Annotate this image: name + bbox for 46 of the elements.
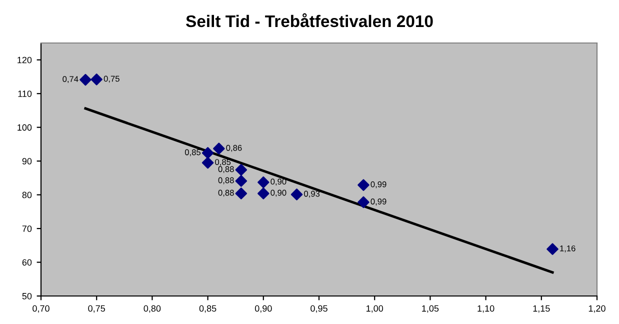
point xyxy=(90,74,102,86)
point xyxy=(546,243,558,256)
y-tick-label: 60 xyxy=(22,259,32,266)
x-tick-label: 0,80 xyxy=(144,305,161,313)
point xyxy=(258,176,270,188)
y-tick-label: 110 xyxy=(18,90,32,97)
point xyxy=(213,142,225,154)
point xyxy=(358,179,370,191)
annotation: 0,99 xyxy=(370,198,386,206)
annotation: 0,93 xyxy=(304,190,320,198)
annotation: 0,99 xyxy=(370,181,386,188)
annotation: 0,88 xyxy=(218,177,234,184)
point xyxy=(235,175,248,187)
y-tick-label: 50 xyxy=(22,292,32,300)
x-tick-label: 0,85 xyxy=(199,305,216,313)
y-tick-label: 100 xyxy=(18,124,32,131)
x-tick-label: 1,15 xyxy=(533,305,550,313)
x-tick-label: 1,05 xyxy=(422,305,439,313)
annotation: 0,86 xyxy=(226,144,242,152)
point xyxy=(258,188,270,200)
x-tick-label: 1,20 xyxy=(588,305,606,313)
y-tick-label: 120 xyxy=(18,56,32,64)
x-tick-label: 0,90 xyxy=(254,305,272,313)
x-tick-label: 0,95 xyxy=(310,305,328,313)
chart-title: Seilt Tid - Trebåtfestivalen 2010 xyxy=(186,13,433,28)
annotation: 0,88 xyxy=(218,190,234,197)
y-tick-label: 90 xyxy=(22,158,32,164)
annotation: 0,74 xyxy=(62,76,78,83)
point xyxy=(358,196,370,208)
x-tick-label: 0,70 xyxy=(32,305,50,313)
annotation: 0,90 xyxy=(270,190,286,197)
annotation: 0,85 xyxy=(184,149,201,156)
point xyxy=(202,156,214,169)
y-tick-label: 70 xyxy=(22,226,32,232)
point xyxy=(290,188,303,200)
point xyxy=(202,147,214,159)
point xyxy=(80,74,92,86)
x-tick-label: 1,00 xyxy=(366,305,384,313)
x-tick-label: 1,10 xyxy=(478,305,494,313)
annotation: 1,16 xyxy=(560,245,576,252)
point xyxy=(235,164,248,176)
annotation: 0,75 xyxy=(104,76,120,83)
point xyxy=(235,188,248,200)
x-tick-label: 0,75 xyxy=(88,305,106,313)
y-tick-label: 80 xyxy=(22,192,32,198)
annotation: 0,88 xyxy=(218,166,234,174)
